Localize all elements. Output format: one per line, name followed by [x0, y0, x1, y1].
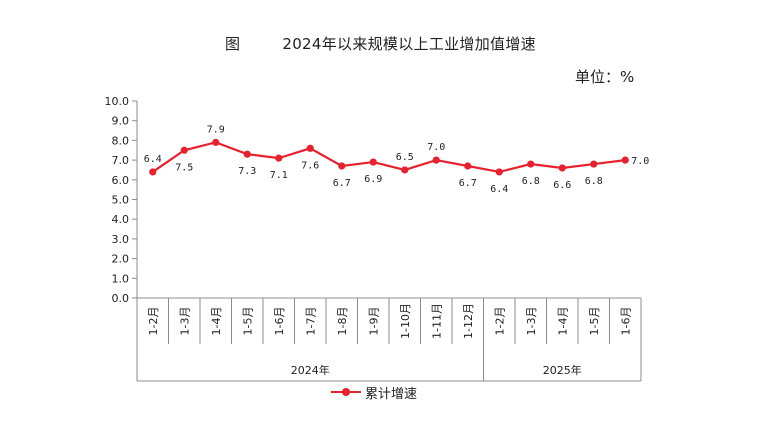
- x-tick-label: 1-3月: [525, 307, 538, 336]
- legend-label: 累计增速: [365, 386, 418, 402]
- y-tick-label: 3.0: [112, 233, 130, 246]
- data-label: 6.4: [144, 154, 162, 165]
- y-tick-label: 1.0: [112, 272, 130, 285]
- data-point: [369, 158, 377, 166]
- x-tick-label: 1-7月: [304, 307, 317, 336]
- x-tick-label: 1-5月: [241, 307, 254, 336]
- data-point: [338, 162, 346, 170]
- unit-label: 单位：%: [575, 68, 635, 86]
- x-tick-label: 1-10月: [399, 303, 412, 339]
- data-label: 6.4: [490, 184, 508, 195]
- data-label: 7.9: [207, 124, 225, 135]
- y-tick-label: 9.0: [112, 115, 130, 128]
- x-tick-label: 1-8月: [336, 307, 349, 336]
- chart-title-text: 2024年以来规模以上工业增加值增速: [282, 35, 536, 53]
- group-label: 2025年: [543, 363, 582, 377]
- data-label: 6.5: [396, 152, 414, 163]
- y-tick-label: 7.0: [112, 154, 130, 167]
- data-label: 7.6: [301, 160, 319, 171]
- data-point: [621, 156, 629, 164]
- y-tick-label: 10.0: [105, 95, 130, 108]
- data-label: 6.8: [585, 176, 603, 187]
- legend-swatch: [331, 384, 361, 400]
- x-tick-label: 1-2月: [493, 307, 506, 336]
- x-tick-label: 1-6月: [273, 307, 286, 336]
- data-point: [243, 150, 251, 158]
- x-tick-label: 1-4月: [556, 307, 569, 336]
- data-point: [590, 160, 598, 168]
- data-point: [306, 144, 314, 152]
- data-point: [527, 160, 535, 168]
- data-label: 6.8: [522, 176, 540, 187]
- x-tick-label: 1-9月: [367, 307, 380, 336]
- data-point: [212, 138, 220, 146]
- data-point: [275, 154, 283, 162]
- data-label: 6.7: [333, 178, 351, 189]
- x-tick-label: 1-3月: [178, 307, 191, 336]
- data-point: [464, 162, 472, 170]
- y-tick-label: 6.0: [112, 174, 130, 187]
- x-tick-label: 1-2月: [147, 307, 160, 336]
- data-label: 6.6: [553, 180, 571, 191]
- data-label: 7.1: [270, 170, 288, 181]
- group-label: 2024年: [291, 363, 330, 377]
- x-tick-label: 1-11月: [430, 303, 443, 339]
- data-point: [180, 146, 188, 154]
- data-label: 7.0: [427, 142, 445, 153]
- data-point: [149, 168, 157, 176]
- x-tick-label: 1-5月: [588, 307, 601, 336]
- y-tick-label: 0.0: [112, 292, 130, 305]
- y-tick-label: 8.0: [112, 134, 130, 147]
- data-point: [401, 166, 409, 174]
- chart-title: 图 2024年以来规模以上工业增加值增速: [0, 33, 761, 54]
- x-tick-label: 1-12月: [462, 303, 475, 339]
- legend: 累计增速: [331, 384, 418, 402]
- data-label: 7.3: [238, 166, 256, 177]
- data-point: [558, 164, 566, 172]
- data-label: 7.5: [175, 162, 193, 173]
- data-point: [432, 156, 440, 164]
- data-label: 6.9: [364, 174, 382, 185]
- y-tick-label: 2.0: [112, 253, 130, 266]
- x-tick-label: 1-4月: [210, 307, 223, 336]
- data-label: 7.0: [631, 156, 649, 167]
- data-label: 6.7: [459, 178, 477, 189]
- y-tick-label: 4.0: [112, 213, 130, 226]
- data-point: [495, 168, 503, 176]
- figure-label: 图: [225, 35, 241, 53]
- y-tick-label: 5.0: [112, 194, 130, 207]
- series-line: [152, 141, 626, 174]
- x-tick-label: 1-6月: [619, 307, 632, 336]
